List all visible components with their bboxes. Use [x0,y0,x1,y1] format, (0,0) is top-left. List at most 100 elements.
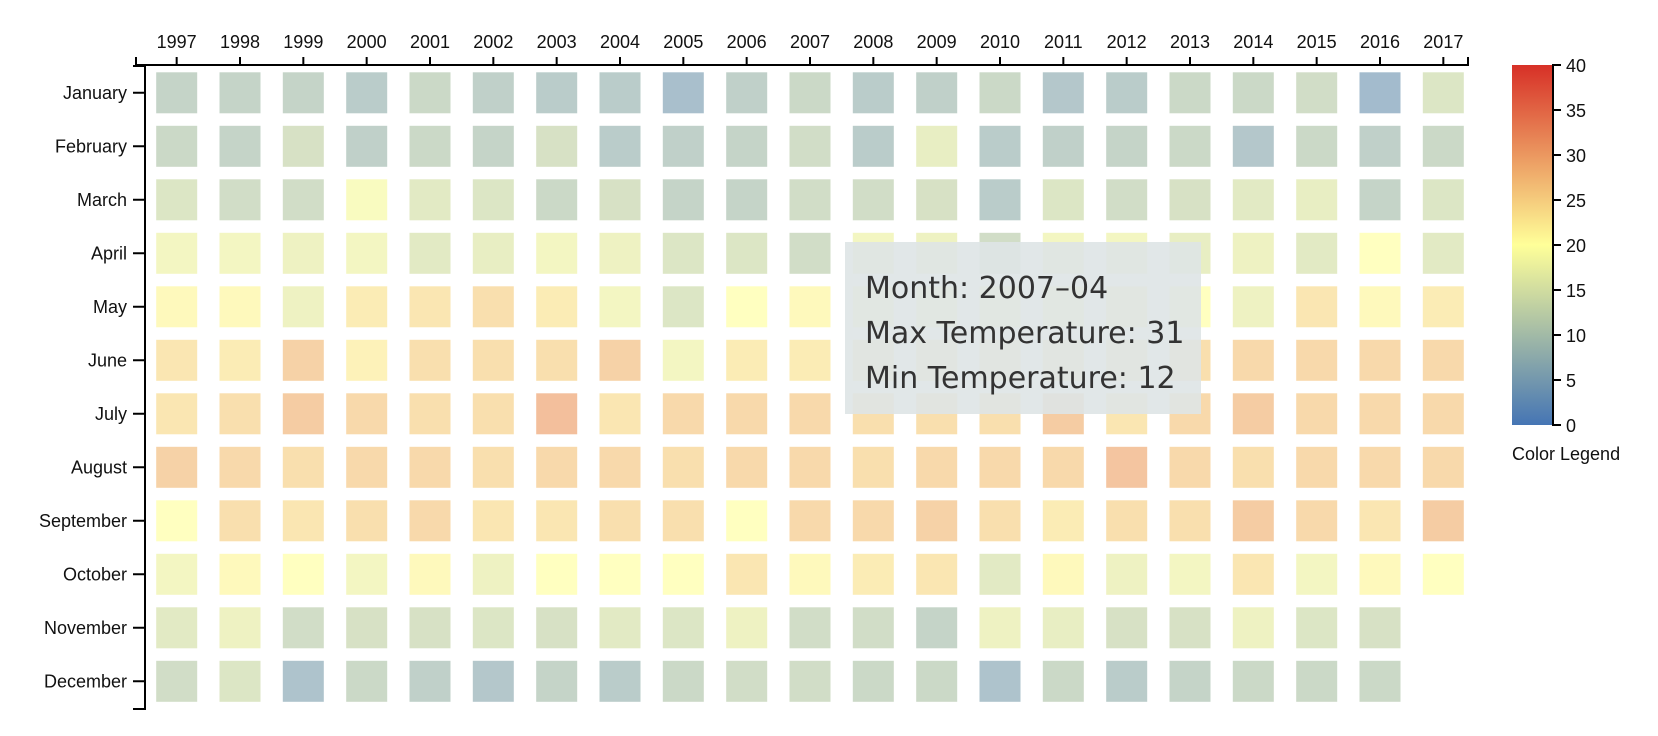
heatmap-cell-2007-march[interactable] [789,179,831,221]
heatmap-cell-2003-august[interactable] [536,446,578,488]
heatmap-cell-2017-march[interactable] [1422,179,1464,221]
heatmap-cell-2008-august[interactable] [852,446,894,488]
heatmap-cell-2007-august[interactable] [789,446,831,488]
heatmap-cell-2010-september[interactable] [979,500,1021,542]
heatmap-cell-2004-march[interactable] [599,179,641,221]
heatmap-cell-1999-may[interactable] [282,286,324,328]
heatmap-cell-2012-october[interactable] [1106,553,1148,595]
heatmap-cell-1998-january[interactable] [219,72,261,114]
heatmap-cell-2007-september[interactable] [789,500,831,542]
heatmap-cell-2015-december[interactable] [1296,660,1338,702]
heatmap-cell-2005-august[interactable] [662,446,704,488]
heatmap-cell-2003-march[interactable] [536,179,578,221]
heatmap-cell-2016-september[interactable] [1359,500,1401,542]
heatmap-cell-2015-july[interactable] [1296,393,1338,435]
heatmap-cell-2016-august[interactable] [1359,446,1401,488]
heatmap-cell-2010-november[interactable] [979,607,1021,649]
heatmap-cell-1999-april[interactable] [282,232,324,274]
heatmap-cell-2004-january[interactable] [599,72,641,114]
heatmap-cell-2005-june[interactable] [662,339,704,381]
heatmap-cell-2011-march[interactable] [1042,179,1084,221]
heatmap-cell-2009-september[interactable] [916,500,958,542]
heatmap-cell-2015-august[interactable] [1296,446,1338,488]
heatmap-cell-2003-december[interactable] [536,660,578,702]
heatmap-cell-1998-february[interactable] [219,125,261,167]
heatmap-cell-2002-july[interactable] [472,393,514,435]
heatmap-cell-2001-november[interactable] [409,607,451,649]
heatmap-cell-2002-april[interactable] [472,232,514,274]
heatmap-cell-2006-may[interactable] [726,286,768,328]
heatmap-cell-2006-april[interactable] [726,232,768,274]
heatmap-cell-2017-august[interactable] [1422,446,1464,488]
heatmap-cell-1998-november[interactable] [219,607,261,649]
heatmap-cell-2013-september[interactable] [1169,500,1211,542]
heatmap-cell-2013-november[interactable] [1169,607,1211,649]
heatmap-cell-2000-july[interactable] [346,393,388,435]
heatmap-cell-2013-january[interactable] [1169,72,1211,114]
heatmap-cell-2006-december[interactable] [726,660,768,702]
heatmap-cell-2016-october[interactable] [1359,553,1401,595]
heatmap-cell-2005-october[interactable] [662,553,704,595]
heatmap-cell-2015-june[interactable] [1296,339,1338,381]
heatmap-cell-2000-august[interactable] [346,446,388,488]
heatmap-cell-1997-december[interactable] [156,660,198,702]
heatmap-cell-1998-december[interactable] [219,660,261,702]
heatmap-cell-2017-september[interactable] [1422,500,1464,542]
heatmap-cell-2000-june[interactable] [346,339,388,381]
heatmap-cell-2013-october[interactable] [1169,553,1211,595]
heatmap-cell-2010-august[interactable] [979,446,1021,488]
heatmap-cell-1997-march[interactable] [156,179,198,221]
heatmap-cell-1997-may[interactable] [156,286,198,328]
heatmap-cell-2014-june[interactable] [1232,339,1274,381]
heatmap-cell-2014-november[interactable] [1232,607,1274,649]
heatmap-cell-2004-february[interactable] [599,125,641,167]
heatmap-cell-1998-may[interactable] [219,286,261,328]
heatmap-cell-2003-january[interactable] [536,72,578,114]
heatmap-cell-2004-july[interactable] [599,393,641,435]
heatmap-cell-1997-february[interactable] [156,125,198,167]
heatmap-cell-2000-november[interactable] [346,607,388,649]
heatmap-cell-2001-july[interactable] [409,393,451,435]
heatmap-cell-2000-december[interactable] [346,660,388,702]
heatmap-cell-2001-october[interactable] [409,553,451,595]
heatmap-cell-2001-april[interactable] [409,232,451,274]
heatmap-cell-2005-december[interactable] [662,660,704,702]
heatmap-cell-2010-october[interactable] [979,553,1021,595]
heatmap-cell-2007-june[interactable] [789,339,831,381]
heatmap-cell-2001-september[interactable] [409,500,451,542]
heatmap-cell-2005-april[interactable] [662,232,704,274]
heatmap-cell-2012-august[interactable] [1106,446,1148,488]
heatmap-cell-2003-october[interactable] [536,553,578,595]
heatmap-cell-2006-august[interactable] [726,446,768,488]
heatmap-cell-2000-october[interactable] [346,553,388,595]
heatmap-cell-2010-february[interactable] [979,125,1021,167]
heatmap-cell-2006-march[interactable] [726,179,768,221]
heatmap-cell-2012-november[interactable] [1106,607,1148,649]
heatmap-cell-2000-september[interactable] [346,500,388,542]
heatmap-cell-2004-december[interactable] [599,660,641,702]
heatmap-cell-1997-january[interactable] [156,72,198,114]
heatmap-cell-2013-february[interactable] [1169,125,1211,167]
heatmap-cell-2017-january[interactable] [1422,72,1464,114]
heatmap-cell-2011-october[interactable] [1042,553,1084,595]
heatmap-cell-2014-may[interactable] [1232,286,1274,328]
heatmap-cell-2014-august[interactable] [1232,446,1274,488]
heatmap-cell-2004-august[interactable] [599,446,641,488]
heatmap-cell-2017-july[interactable] [1422,393,1464,435]
heatmap-cell-2009-august[interactable] [916,446,958,488]
heatmap-cell-1999-february[interactable] [282,125,324,167]
heatmap-cell-1997-august[interactable] [156,446,198,488]
heatmap-cell-2016-february[interactable] [1359,125,1401,167]
heatmap-cell-2016-january[interactable] [1359,72,1401,114]
heatmap-cell-2014-december[interactable] [1232,660,1274,702]
heatmap-cell-2015-november[interactable] [1296,607,1338,649]
heatmap-cell-2000-april[interactable] [346,232,388,274]
heatmap-cell-1999-june[interactable] [282,339,324,381]
heatmap-cell-2001-august[interactable] [409,446,451,488]
heatmap-cell-2014-april[interactable] [1232,232,1274,274]
heatmap-cell-2006-july[interactable] [726,393,768,435]
heatmap-cell-1997-september[interactable] [156,500,198,542]
heatmap-cell-1999-march[interactable] [282,179,324,221]
heatmap-cell-2002-march[interactable] [472,179,514,221]
heatmap-cell-2009-march[interactable] [916,179,958,221]
